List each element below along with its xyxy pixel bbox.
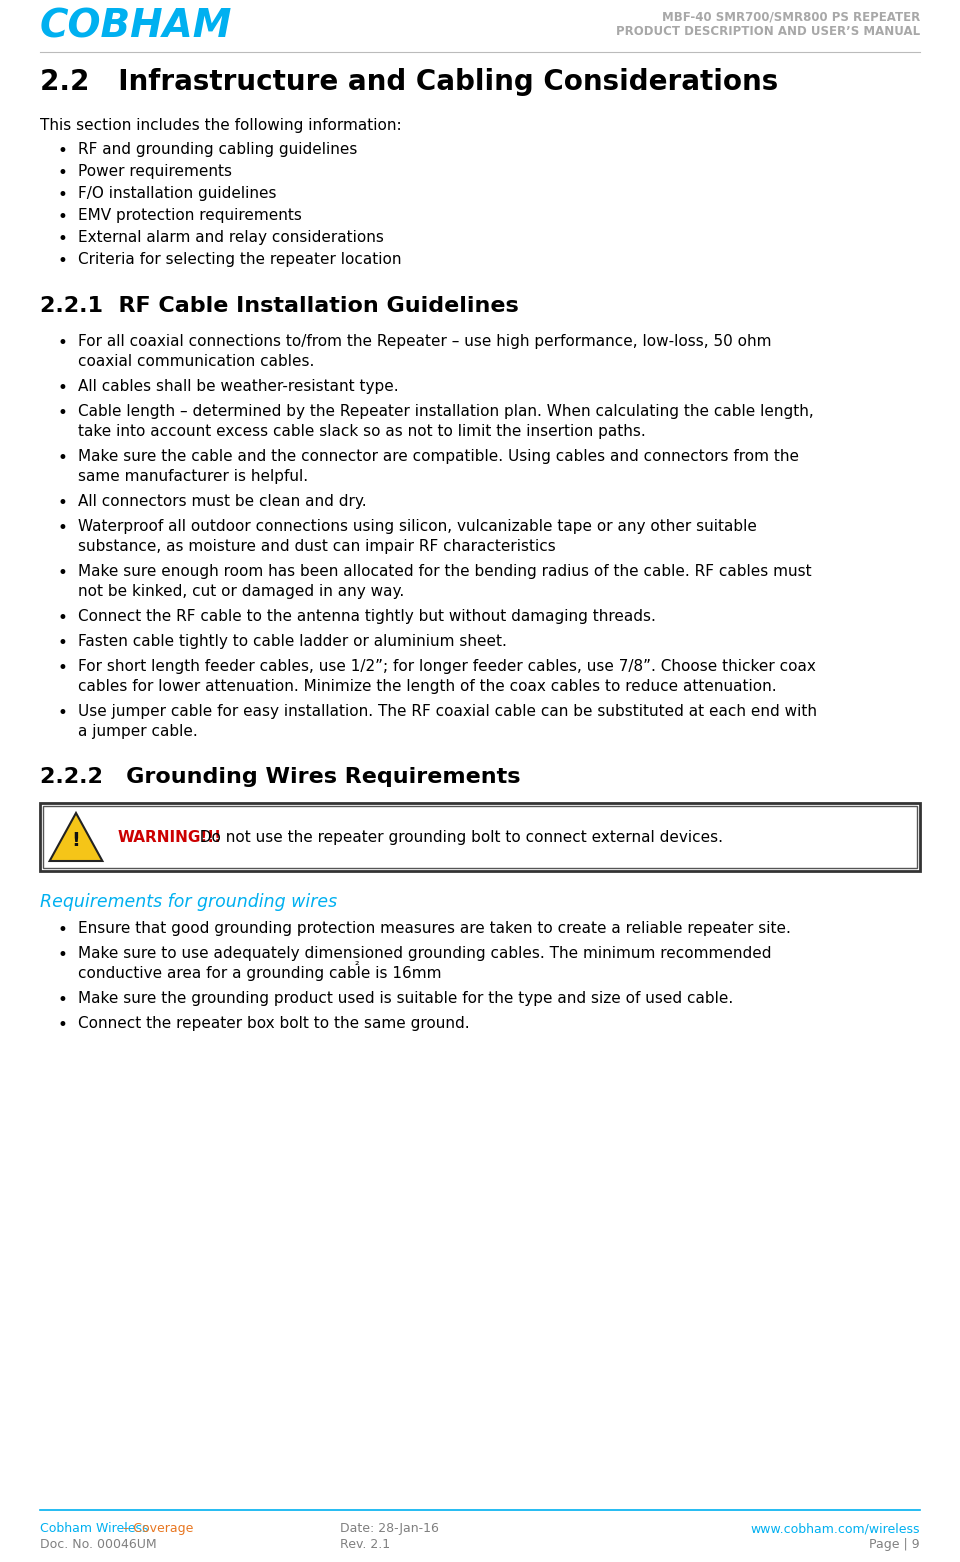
Text: •: • xyxy=(58,519,68,537)
Text: For all coaxial connections to/from the Repeater – use high performance, low-los: For all coaxial connections to/from the … xyxy=(78,334,772,348)
Text: EMV protection requirements: EMV protection requirements xyxy=(78,208,301,223)
Text: •: • xyxy=(58,990,68,1009)
Text: •: • xyxy=(58,334,68,351)
Text: Do not use the repeater grounding bolt to connect external devices.: Do not use the repeater grounding bolt t… xyxy=(190,829,723,845)
Text: •: • xyxy=(58,704,68,722)
Text: •: • xyxy=(58,947,68,964)
Text: •: • xyxy=(58,494,68,512)
Text: conductive area for a grounding cable is 16mm: conductive area for a grounding cable is… xyxy=(78,965,442,981)
Bar xyxy=(43,806,917,868)
Text: – Coverage: – Coverage xyxy=(123,1521,194,1535)
Text: Date: 28-Jan-16: Date: 28-Jan-16 xyxy=(340,1521,439,1535)
Text: F/O installation guidelines: F/O installation guidelines xyxy=(78,186,276,201)
Text: •: • xyxy=(58,164,68,183)
Text: not be kinked, cut or damaged in any way.: not be kinked, cut or damaged in any way… xyxy=(78,584,404,598)
Text: External alarm and relay considerations: External alarm and relay considerations xyxy=(78,230,384,245)
Text: •: • xyxy=(58,230,68,248)
Text: coaxial communication cables.: coaxial communication cables. xyxy=(78,355,314,369)
Text: Fasten cable tightly to cable ladder or aluminium sheet.: Fasten cable tightly to cable ladder or … xyxy=(78,634,507,648)
Text: Ensure that good grounding protection measures are taken to create a reliable re: Ensure that good grounding protection me… xyxy=(78,922,791,936)
Text: All cables shall be weather-resistant type.: All cables shall be weather-resistant ty… xyxy=(78,380,398,394)
Text: •: • xyxy=(58,659,68,676)
Text: •: • xyxy=(58,380,68,397)
Text: Rev. 2.1: Rev. 2.1 xyxy=(340,1539,390,1551)
Text: •: • xyxy=(58,634,68,651)
Text: ²: ² xyxy=(355,961,359,972)
Text: Cobham Wireless: Cobham Wireless xyxy=(40,1521,153,1535)
Text: MBF-40 SMR700/SMR800 PS REPEATER: MBF-40 SMR700/SMR800 PS REPEATER xyxy=(661,9,920,23)
Text: •: • xyxy=(58,448,68,467)
Text: 2.2.1  RF Cable Installation Guidelines: 2.2.1 RF Cable Installation Guidelines xyxy=(40,297,518,316)
Text: WARNING!!!: WARNING!!! xyxy=(118,829,222,845)
Text: Connect the repeater box bolt to the same ground.: Connect the repeater box bolt to the sam… xyxy=(78,1015,469,1031)
Text: PRODUCT DESCRIPTION AND USER’S MANUAL: PRODUCT DESCRIPTION AND USER’S MANUAL xyxy=(616,25,920,37)
Text: •: • xyxy=(58,1015,68,1034)
Text: •: • xyxy=(58,251,68,270)
Text: substance, as moisture and dust can impair RF characteristics: substance, as moisture and dust can impa… xyxy=(78,539,556,555)
Text: 2.2   Infrastructure and Cabling Considerations: 2.2 Infrastructure and Cabling Considera… xyxy=(40,69,779,95)
Text: a jumper cable.: a jumper cable. xyxy=(78,725,198,739)
Text: Make sure the grounding product used is suitable for the type and size of used c: Make sure the grounding product used is … xyxy=(78,990,733,1006)
Text: RF and grounding cabling guidelines: RF and grounding cabling guidelines xyxy=(78,142,357,158)
Text: Waterproof all outdoor connections using silicon, vulcanizable tape or any other: Waterproof all outdoor connections using… xyxy=(78,519,756,534)
Text: •: • xyxy=(58,564,68,583)
Text: same manufacturer is helpful.: same manufacturer is helpful. xyxy=(78,469,308,484)
Text: Doc. No. 00046UM: Doc. No. 00046UM xyxy=(40,1539,156,1551)
Text: cables for lower attenuation. Minimize the length of the coax cables to reduce a: cables for lower attenuation. Minimize t… xyxy=(78,679,777,694)
Text: For short length feeder cables, use 1/2”; for longer feeder cables, use 7/8”. Ch: For short length feeder cables, use 1/2”… xyxy=(78,659,816,673)
Text: •: • xyxy=(58,922,68,939)
Text: Make sure the cable and the connector are compatible. Using cables and connector: Make sure the cable and the connector ar… xyxy=(78,448,799,464)
Text: Use jumper cable for easy installation. The RF coaxial cable can be substituted : Use jumper cable for easy installation. … xyxy=(78,704,817,719)
Text: Page | 9: Page | 9 xyxy=(870,1539,920,1551)
Text: •: • xyxy=(58,142,68,159)
Text: Cable length – determined by the Repeater installation plan. When calculating th: Cable length – determined by the Repeate… xyxy=(78,405,814,419)
Polygon shape xyxy=(50,812,103,861)
Text: This section includes the following information:: This section includes the following info… xyxy=(40,119,401,133)
Text: Make sure enough room has been allocated for the bending radius of the cable. RF: Make sure enough room has been allocated… xyxy=(78,564,811,580)
Text: Criteria for selecting the repeater location: Criteria for selecting the repeater loca… xyxy=(78,251,401,267)
Text: All connectors must be clean and dry.: All connectors must be clean and dry. xyxy=(78,494,367,509)
Text: COBHAM: COBHAM xyxy=(40,8,232,45)
Text: take into account excess cable slack so as not to limit the insertion paths.: take into account excess cable slack so … xyxy=(78,423,646,439)
Text: •: • xyxy=(58,405,68,422)
Text: Power requirements: Power requirements xyxy=(78,164,232,180)
Text: www.cobham.com/wireless: www.cobham.com/wireless xyxy=(751,1521,920,1535)
Text: 2.2.2   Grounding Wires Requirements: 2.2.2 Grounding Wires Requirements xyxy=(40,767,520,787)
Text: •: • xyxy=(58,609,68,626)
Bar xyxy=(40,803,920,872)
Text: !: ! xyxy=(72,831,81,850)
Text: Make sure to use adequately dimensioned grounding cables. The minimum recommende: Make sure to use adequately dimensioned … xyxy=(78,947,772,961)
Text: Requirements for grounding wires: Requirements for grounding wires xyxy=(40,893,337,911)
Text: Connect the RF cable to the antenna tightly but without damaging threads.: Connect the RF cable to the antenna tigh… xyxy=(78,609,656,623)
Text: •: • xyxy=(58,186,68,205)
Text: •: • xyxy=(58,208,68,226)
